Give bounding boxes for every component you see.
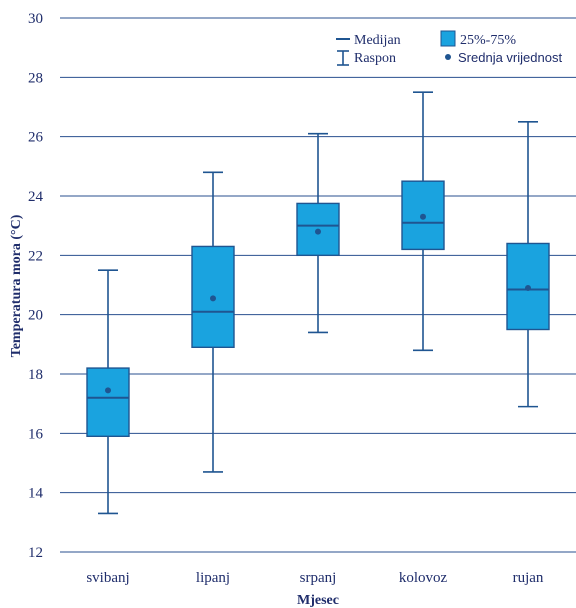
y-axis-title: Temperatura mora (°C) — [9, 214, 24, 357]
legend-range-symbol — [337, 50, 349, 66]
y-tick-label-1: 14 — [28, 486, 44, 502]
y-tick-label-7: 26 — [28, 130, 44, 146]
y-tick-label-4: 20 — [28, 308, 43, 324]
legend-mean-label: Srednja vrijednost — [458, 50, 562, 65]
x-tick-label-4: rujan — [513, 570, 544, 586]
legend-mean-symbol — [445, 54, 451, 60]
legend: Medijan 25%-75% Raspon Srednja vrijednos… — [336, 30, 562, 66]
y-axis-ticks: 12 14 16 18 20 22 24 26 28 30 — [28, 11, 44, 561]
x-tick-label-2: srpanj — [300, 570, 337, 586]
box-svibanj — [86, 269, 130, 515]
mean-point — [210, 295, 216, 302]
box-srpanj — [296, 132, 340, 334]
y-tick-label-3: 18 — [28, 367, 43, 383]
legend-box-symbol — [440, 30, 456, 47]
legend-median-label: Medijan — [354, 33, 401, 48]
y-tick-label-0: 12 — [28, 545, 43, 561]
legend-range-label: Raspon — [354, 51, 396, 66]
y-tick-label-5: 22 — [28, 248, 43, 264]
y-tick-label-6: 24 — [28, 189, 44, 205]
box-lipanj — [191, 171, 235, 473]
mean-point — [105, 387, 111, 394]
y-tick-label-8: 28 — [28, 70, 43, 86]
x-tick-label-3: kolovoz — [399, 570, 448, 586]
box-kolovoz — [401, 91, 445, 352]
box-series — [86, 91, 550, 515]
y-tick-label-2: 16 — [28, 426, 44, 442]
x-tick-label-1: lipanj — [196, 570, 230, 586]
mean-point — [315, 228, 321, 235]
mean-point — [525, 284, 531, 291]
x-tick-label-0: svibanj — [86, 570, 129, 586]
x-axis-ticks: svibanj lipanj srpanj kolovoz rujan — [86, 570, 544, 586]
iqr-box — [86, 367, 130, 438]
legend-box-label: 25%-75% — [460, 33, 516, 48]
y-tick-label-9: 30 — [28, 11, 43, 27]
x-axis-title: Mjesec — [297, 593, 339, 608]
mean-point — [420, 213, 426, 220]
box-rujan — [506, 121, 550, 408]
